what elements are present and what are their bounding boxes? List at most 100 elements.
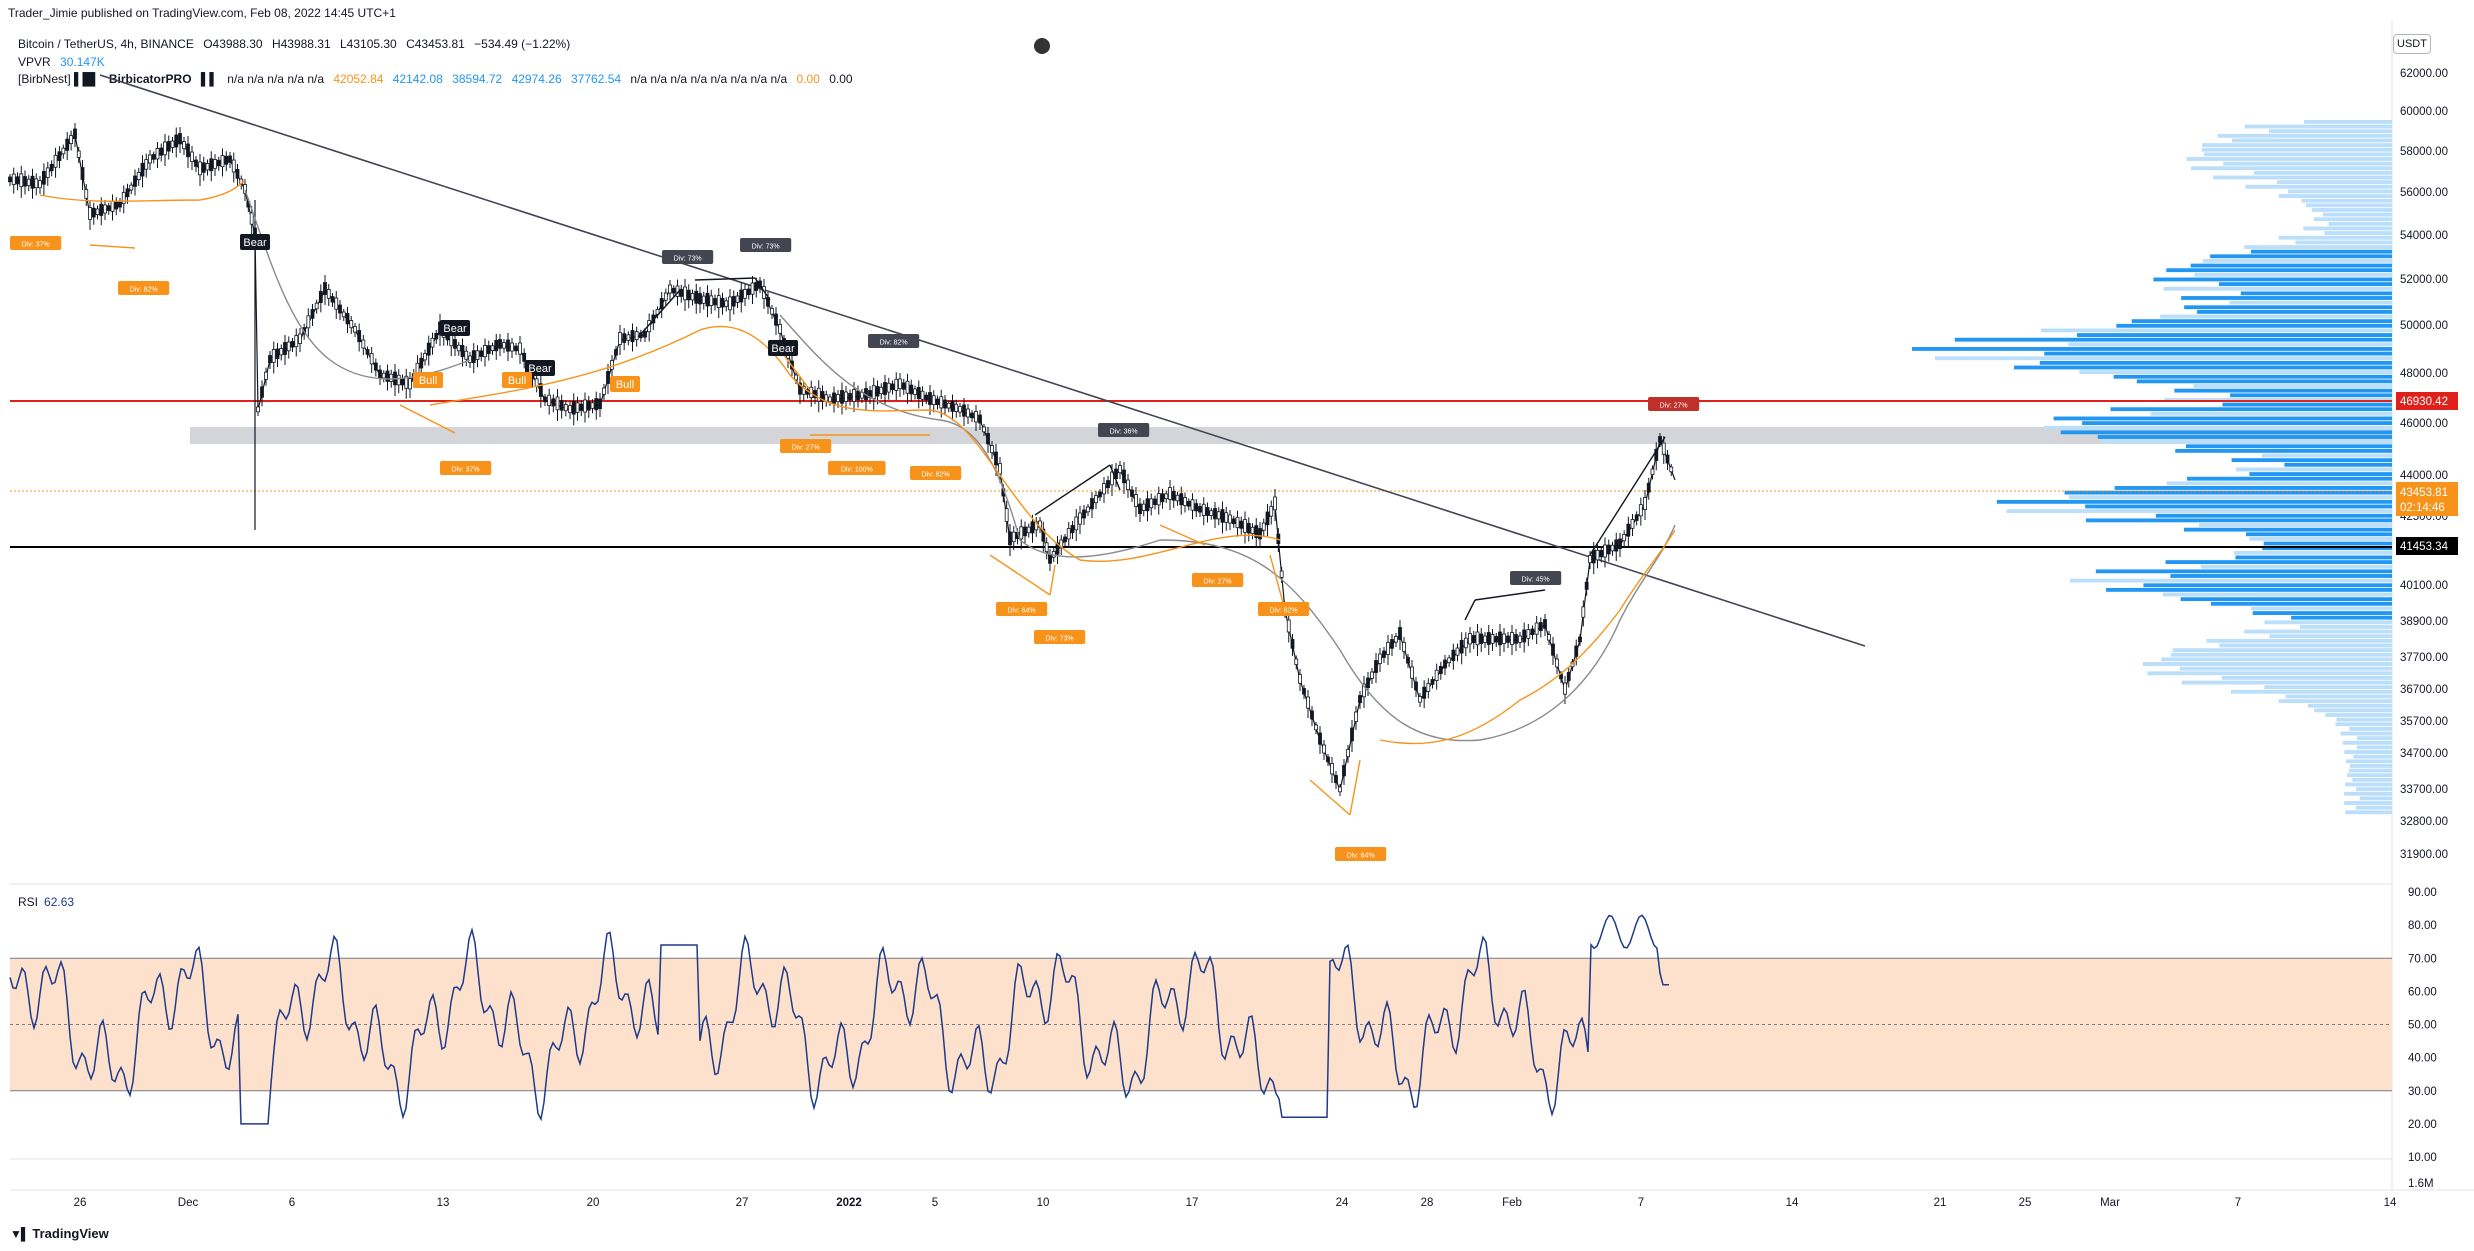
bull-signal-text: Bull — [419, 375, 437, 387]
vpvr-bar — [2349, 726, 2392, 731]
vpvr-name[interactable]: VPVR — [18, 55, 51, 69]
bear-divergence-line — [1589, 436, 1666, 556]
symbol-legend[interactable]: Bitcoin / TetherUS, 4h, BINANCE O43988.3… — [18, 37, 576, 51]
vpvr-bar — [2131, 319, 2392, 324]
candle — [464, 350, 469, 360]
support-price-tag[interactable] — [2396, 537, 2458, 555]
candle — [133, 175, 137, 187]
vpvr-bar — [2278, 194, 2392, 198]
candle — [1216, 511, 1221, 520]
divergence-label[interactable] — [868, 334, 920, 348]
candle — [1538, 622, 1543, 631]
vpvr-bar — [2165, 560, 2392, 564]
candle — [598, 398, 602, 410]
divergence-label[interactable] — [118, 281, 170, 295]
divergence-label[interactable] — [828, 461, 886, 475]
divergence-label[interactable] — [1098, 423, 1150, 437]
birb-legend[interactable]: [BirbNest] ▌█▌ BirbicatorPRO ▌▌ n/a n/a … — [18, 72, 859, 86]
vpvr-bar — [2268, 129, 2392, 134]
candle — [1584, 581, 1589, 590]
candle — [1510, 632, 1514, 645]
birb-value-5: 37762.54 — [570, 72, 622, 86]
candle — [357, 330, 362, 343]
vpvr-bar — [2040, 328, 2392, 333]
candle — [1055, 542, 1060, 555]
vpvr-bar — [2305, 203, 2392, 208]
rsi-label[interactable]: RSI — [18, 895, 39, 909]
divergence-label[interactable] — [1258, 602, 1310, 616]
candle — [1059, 539, 1064, 549]
symbol-name[interactable]: Bitcoin / TetherUS, 4h, BINANCE — [18, 37, 194, 51]
candle — [746, 288, 751, 295]
support-price-tag-text: 41453.34 — [2400, 541, 2449, 553]
divergence-label[interactable] — [662, 250, 714, 264]
vpvr-legend[interactable]: VPVR 30.147K — [18, 55, 111, 69]
vpvr-bar — [1911, 347, 2392, 351]
candle — [659, 298, 664, 310]
tradingview-logo[interactable]: ▼▌ TradingView — [10, 1226, 109, 1241]
candle — [1518, 635, 1522, 643]
candle — [555, 396, 560, 411]
candle — [1522, 629, 1527, 643]
resistance-price-tag[interactable] — [2396, 392, 2458, 410]
birb-name[interactable]: [BirbNest] ▌█▌ — [18, 72, 100, 86]
rsi-legend[interactable]: RSI 62.63 — [18, 895, 74, 909]
vpvr-bar — [2143, 583, 2392, 588]
price-axis-label: 32800.00 — [2400, 816, 2448, 828]
candle — [468, 355, 472, 363]
divergence-label[interactable] — [1510, 571, 1562, 585]
divergence-label[interactable] — [10, 236, 62, 250]
vpvr-bar — [2116, 323, 2392, 328]
price-axis-label: 58000.00 — [2400, 146, 2448, 158]
vpvr-bar — [2262, 546, 2392, 551]
last-price-tag[interactable] — [2396, 482, 2458, 516]
divergence-label[interactable] — [1034, 630, 1086, 644]
bear-signal-tag[interactable] — [240, 234, 270, 250]
bear-signal-tag[interactable] — [768, 340, 798, 356]
candle — [434, 332, 439, 340]
candle — [1374, 660, 1378, 673]
candle — [275, 348, 280, 360]
bear-signal-tag[interactable] — [525, 360, 555, 376]
divergence-label[interactable] — [996, 602, 1048, 616]
vpvr-bar — [2200, 564, 2392, 569]
candle — [294, 335, 299, 348]
divergence-label[interactable] — [440, 461, 492, 475]
candle — [1350, 727, 1354, 742]
bull-divergence-line — [989, 554, 1051, 596]
birb-name-2[interactable]: BirbicatorPRO — [108, 72, 192, 86]
vpvr-bar — [2166, 481, 2392, 486]
candle — [298, 333, 302, 345]
divergence-label[interactable] — [740, 238, 792, 252]
vpvr-bar — [2097, 435, 2392, 439]
vpvr-bar — [2110, 407, 2392, 412]
divergence-label[interactable] — [1335, 847, 1387, 861]
bull-signal-tag[interactable] — [610, 376, 640, 392]
divergence-label[interactable] — [1192, 573, 1244, 587]
candle — [743, 289, 747, 299]
candle — [1483, 635, 1487, 643]
divergence-label[interactable] — [910, 466, 962, 480]
vpvr-bar — [2194, 272, 2392, 277]
candle — [1459, 639, 1464, 654]
trendline[interactable] — [99, 74, 1866, 647]
price-axis-label: 48000.00 — [2400, 368, 2448, 380]
bull-signal-tag[interactable] — [502, 372, 532, 388]
bear-signal-text: Bear — [528, 363, 552, 375]
candle — [571, 400, 576, 415]
divergence-label[interactable] — [1648, 397, 1700, 411]
divergence-label[interactable] — [780, 439, 832, 453]
bull-signal-tag[interactable] — [413, 372, 443, 388]
vpvr-bar — [2245, 184, 2392, 189]
candle — [1338, 786, 1342, 793]
candle — [286, 341, 291, 352]
candle — [1434, 669, 1439, 681]
candle — [318, 290, 323, 303]
candle — [909, 384, 914, 395]
bear-signal-tag[interactable] — [440, 320, 470, 336]
candle — [1066, 528, 1071, 540]
vpvr-bar — [2202, 143, 2392, 147]
currency-button[interactable]: USDT — [2393, 34, 2431, 54]
candle — [114, 201, 119, 210]
